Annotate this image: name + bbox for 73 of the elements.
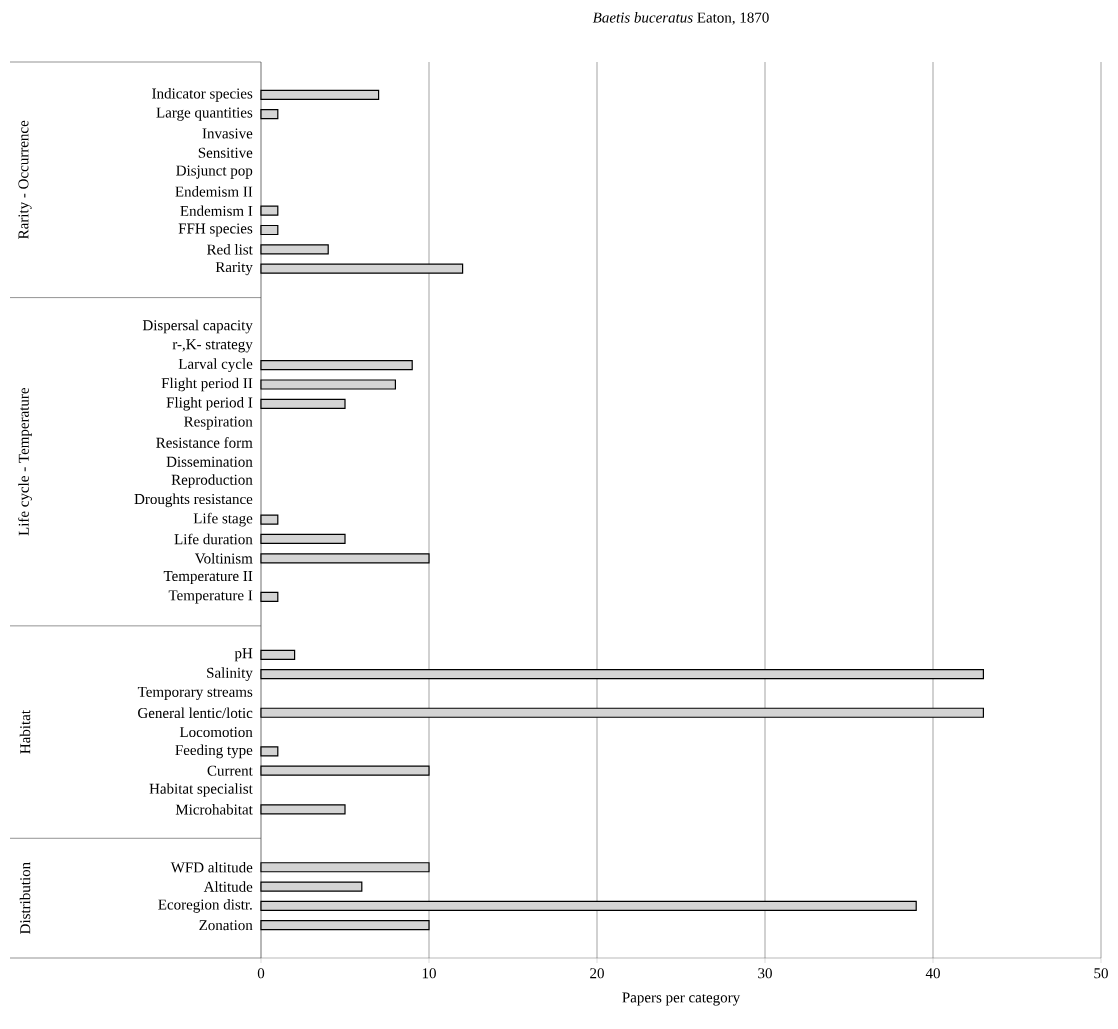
y-tick-label: Zonation: [199, 920, 253, 931]
y-tick-label: Life stage: [193, 512, 253, 527]
y-tick-label: Temperature II: [163, 571, 253, 585]
y-tick-label: Microhabitat: [175, 804, 253, 815]
bar: [260, 533, 346, 545]
bar: [260, 224, 279, 236]
bar: [260, 379, 397, 390]
y-tick-label: Reproduction: [171, 474, 253, 488]
y-tick-label: Temperature I: [168, 590, 253, 604]
y-tick-label: Red list: [206, 244, 253, 255]
bar: [260, 881, 363, 892]
x-tick-label: 50: [1094, 968, 1108, 979]
y-tick-label: Respiration: [184, 416, 253, 430]
bar: [260, 669, 984, 680]
y-tick-label: Large quantities: [156, 107, 253, 121]
y-tick-label: Temporary streams: [137, 686, 253, 700]
y-tick-label: Droughts resistance: [134, 493, 253, 508]
y-tick-label: pH: [234, 648, 253, 662]
y-tick-label: General lentic/lotic: [138, 707, 253, 719]
y-tick-label: Locomotion: [179, 727, 253, 738]
y-tick-label: Sensitive: [198, 147, 253, 158]
y-tick-label: Flight period II: [161, 377, 253, 392]
bar: [260, 244, 329, 255]
y-tick-label: Indicator species: [152, 88, 253, 102]
y-tick-label: Invasive: [202, 128, 253, 139]
y-tick-label: Dispersal capacity: [142, 319, 253, 334]
y-tick-label: FFH species: [178, 223, 253, 237]
text: Distribution: [19, 862, 31, 934]
y-tick-label: WFD altitude: [170, 861, 253, 873]
x-tick-label: 20: [590, 968, 604, 979]
bar: [260, 398, 346, 409]
x-axis-title: Papers per category: [622, 992, 741, 1006]
text: Life cycle - Temperature: [18, 388, 32, 536]
x-tick-label: 30: [758, 968, 772, 979]
x-tick-label: 0: [257, 968, 265, 979]
y-tick-label: Disjunct pop: [176, 165, 253, 179]
bar: [260, 205, 279, 216]
y-tick-label: Voltinism: [194, 552, 253, 564]
bar: [260, 263, 464, 274]
y-tick-label: Salinity: [207, 667, 253, 681]
bar: [260, 514, 279, 525]
y-tick-label: Resistance form: [156, 437, 253, 448]
bar: [260, 360, 413, 371]
y-tick-label: Endemism I: [180, 205, 253, 216]
y-tick-label: Rarity: [215, 262, 253, 276]
bar: [260, 109, 279, 120]
y-tick-label: Ecoregion distr.: [158, 899, 252, 913]
y-tick-label: Endemism II: [175, 186, 253, 197]
bar: [260, 862, 430, 873]
bar: [260, 920, 430, 931]
bar: [260, 649, 296, 660]
y-tick-label: Flight period I: [166, 396, 253, 411]
bar: [260, 804, 346, 815]
text: Habitat: [19, 710, 31, 754]
x-tick-label: 40: [925, 968, 940, 979]
chart-title: Baetis buceratus Eaton, 1870: [592, 12, 769, 25]
y-tick-label: Habitat specialist: [149, 783, 253, 797]
y-tick-label: Larval cycle: [178, 358, 253, 372]
bar: [260, 746, 279, 757]
text: Rarity - Occurrence: [18, 120, 32, 239]
y-tick-label: Feeding type: [175, 744, 253, 759]
bar: [260, 707, 984, 718]
x-tick-label: 10: [422, 968, 436, 979]
y-tick-label: r-,K- strategy: [172, 339, 253, 353]
bar: [260, 591, 279, 603]
bar: [260, 89, 380, 100]
y-tick-label: Life duration: [174, 533, 253, 545]
bar: [260, 765, 430, 776]
y-tick-label: Current: [207, 765, 253, 776]
bar: [260, 553, 430, 564]
y-tick-label: Dissemination: [166, 456, 253, 467]
y-tick-label: Altitude: [203, 881, 253, 892]
bar: [260, 900, 917, 911]
